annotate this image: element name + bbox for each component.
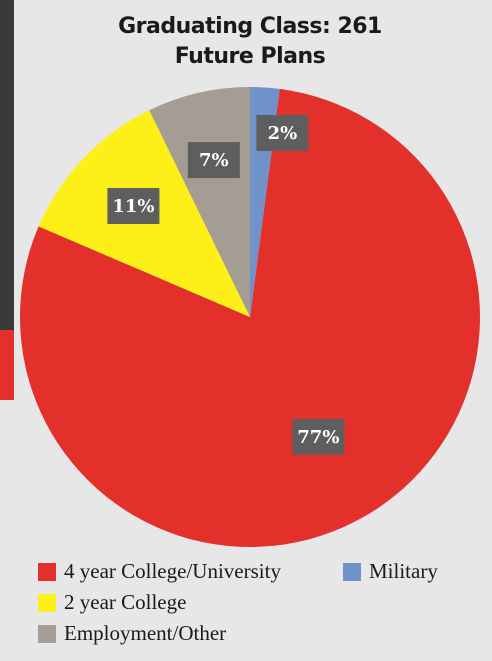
data-label-box — [107, 187, 160, 224]
data-label-box — [292, 418, 345, 455]
chart-subtitle: Future Plans — [175, 44, 326, 69]
data-label: 7% — [199, 150, 229, 171]
legend-swatch — [38, 563, 56, 581]
photo-edge — [0, 330, 14, 400]
legend-swatch — [38, 594, 56, 612]
pie-slice — [19, 88, 480, 547]
data-label-box — [256, 115, 309, 151]
chart-title: Graduating Class: 261 — [118, 14, 382, 39]
legend-swatch — [343, 563, 361, 581]
legend-swatch — [38, 625, 56, 643]
data-label: 11% — [112, 196, 154, 217]
legend-label: Military — [369, 559, 438, 583]
legend-label: 4 year College/University — [64, 559, 281, 583]
legend-label: 2 year College — [64, 590, 186, 614]
photo-edge — [0, 0, 14, 330]
legend-label: Employment/Other — [64, 621, 226, 645]
data-label: 2% — [268, 123, 298, 144]
data-label-box — [187, 142, 240, 179]
data-label: 77% — [297, 427, 339, 448]
